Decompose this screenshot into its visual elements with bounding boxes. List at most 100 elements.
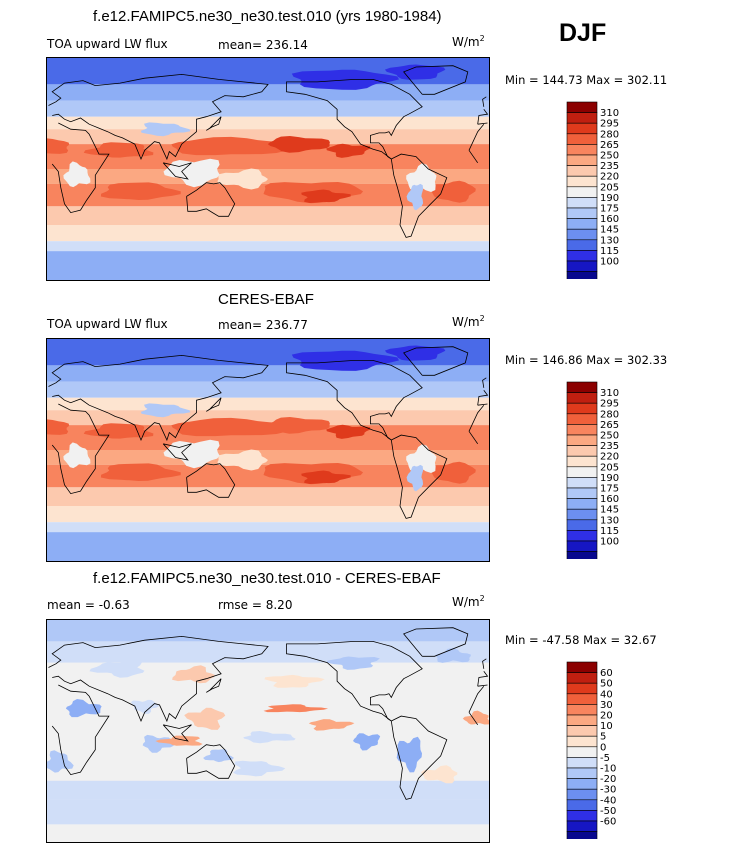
colorbar-tick-label: -30 (600, 785, 616, 796)
colorbar-swatch (566, 757, 598, 769)
colorbar-swatch (566, 551, 598, 559)
colorbar-swatch (566, 381, 598, 393)
coastline (403, 65, 469, 95)
colorbar-swatch (566, 175, 598, 188)
coastline (206, 116, 222, 131)
colorbar-swatch (566, 714, 598, 726)
colorbar-swatch (566, 445, 598, 457)
colorbar-tick-label: 190 (600, 473, 619, 484)
colorbar-swatch (566, 498, 598, 510)
coastline (403, 627, 469, 657)
colorbar-tick-label: 145 (600, 225, 619, 236)
colorbar-swatch (566, 810, 598, 822)
colorbar-tick-label: 310 (600, 388, 619, 399)
season-label: DJF (559, 19, 607, 47)
colorbar-swatch (566, 487, 598, 499)
panel-title-obs: CERES-EBAF (218, 291, 314, 308)
colorbar-swatch (566, 250, 598, 262)
colorbar-swatch (566, 228, 598, 241)
colorbar-swatch (566, 735, 598, 748)
colorbar-model: 3102952802652502352202051901751601451301… (566, 101, 619, 279)
coastline (477, 403, 488, 406)
colorbar-tick-label: 220 (600, 452, 619, 463)
colorbar-tick-label: 175 (600, 204, 619, 215)
coastline (206, 678, 222, 693)
colorbar-swatch (566, 197, 598, 209)
colorbar-swatch (566, 154, 598, 166)
colorbar-tick-label: 250 (600, 431, 619, 442)
coastline (482, 658, 487, 669)
coastline (482, 96, 487, 107)
colorbar-tick-label: 130 (600, 235, 619, 246)
panel-title-model: f.e12.FAMIPC5.ne30_ne30.test.010 (yrs 19… (93, 8, 442, 25)
colorbar-swatch (566, 540, 598, 552)
panel-minmax-obs: Min = 146.86 Max = 302.33 (505, 353, 668, 367)
colorbar-tick-label: 10 (600, 721, 613, 732)
colorbar-swatch (566, 693, 598, 705)
colorbar-tick-label: 295 (600, 119, 619, 130)
colorbar-swatch (566, 682, 598, 695)
colorbar-tick-label: 40 (600, 689, 613, 700)
colorbar-swatch (566, 725, 598, 737)
coastline (186, 182, 236, 217)
colorbar-tick-label: 310 (600, 108, 619, 119)
colorbar-swatch (566, 239, 598, 251)
colorbar-swatch (566, 788, 598, 801)
panel-minmax-diff: Min = -47.58 Max = 32.67 (505, 633, 657, 647)
colorbar-swatch (566, 672, 598, 684)
colorbar-tick-label: -40 (600, 795, 616, 806)
colorbar-tick-label: -10 (600, 764, 616, 775)
colorbar-tick-label: 220 (600, 172, 619, 183)
coastline (186, 463, 236, 498)
map-obs (46, 338, 490, 562)
coastline (162, 724, 192, 742)
colorbar-swatch (566, 186, 598, 198)
panel-left-label-obs: TOA upward LW flux (47, 317, 168, 331)
panel-mean-diff: mean = -0.63 (47, 598, 130, 612)
coastline (390, 715, 448, 800)
colorbar-tick-label: 295 (600, 399, 619, 410)
colorbar-swatch (566, 434, 598, 446)
colorbar-tick-label: 235 (600, 161, 619, 172)
coastline (390, 434, 448, 519)
colorbar-swatch (566, 260, 598, 272)
colorbar-swatch (566, 165, 598, 177)
colorbar-swatch (566, 271, 598, 279)
colorbar-tick-label: 160 (600, 214, 619, 225)
colorbar-obs: 3102952802652502352202051901751601451301… (566, 381, 619, 559)
panel-units-obs: W/m2 (452, 314, 485, 329)
colorbar-swatch (566, 519, 598, 531)
panel-units-diff: W/m2 (452, 594, 485, 609)
colorbar-tick-label: 130 (600, 515, 619, 526)
colorbar-swatch (566, 477, 598, 489)
coastline (286, 78, 423, 160)
colorbar-swatch (566, 831, 598, 839)
coastline (286, 640, 423, 722)
colorbar-tick-label: 205 (600, 182, 619, 193)
colorbar-swatch (566, 746, 598, 758)
colorbar-tick-label: 250 (600, 151, 619, 162)
colorbar-tick-label: -20 (600, 774, 616, 785)
colorbar-swatch (566, 218, 598, 230)
coastline (482, 377, 487, 388)
map-diff (46, 619, 490, 843)
colorbar-tick-label: -5 (600, 753, 610, 764)
colorbar-swatch (566, 466, 598, 478)
colorbar-swatch (566, 424, 598, 436)
colorbar-swatch (566, 778, 598, 790)
coastline (162, 162, 192, 180)
colorbar-tick-label: 100 (600, 257, 619, 268)
coastline (477, 684, 488, 687)
colorbar-swatch (566, 101, 598, 113)
panel-units-model: W/m2 (452, 34, 485, 49)
map-frame (46, 57, 490, 281)
panel-minmax-model: Min = 144.73 Max = 302.11 (505, 73, 668, 87)
colorbar-swatch (566, 122, 598, 135)
colorbar-tick-label: 0 (600, 742, 606, 753)
colorbar-swatch (566, 799, 598, 811)
colorbar-tick-label: 265 (600, 420, 619, 431)
colorbar-swatch (566, 207, 598, 219)
colorbar-tick-label: 5 (600, 732, 606, 743)
colorbar-tick-label: -60 (600, 817, 616, 828)
